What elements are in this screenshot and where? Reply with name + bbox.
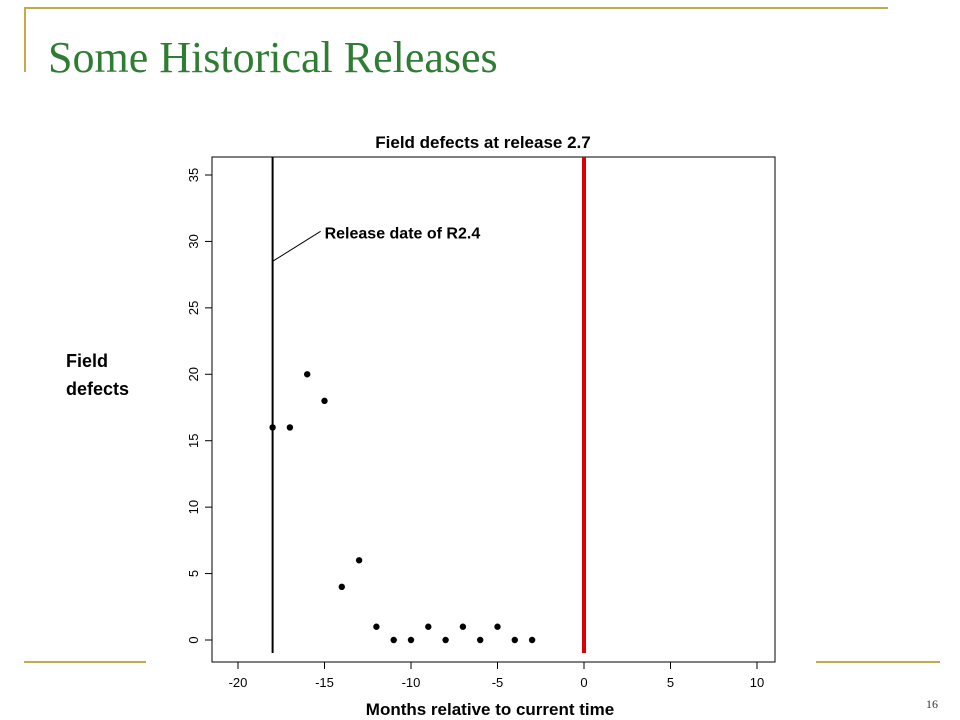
plot-frame xyxy=(211,156,776,663)
data-point xyxy=(373,623,380,630)
y-tick-label: 15 xyxy=(186,433,201,447)
left-rule xyxy=(24,7,26,72)
data-point xyxy=(304,371,311,378)
data-point xyxy=(269,424,276,431)
x-tick-label: -15 xyxy=(315,675,334,690)
data-point xyxy=(286,424,294,431)
y-tick-label: 5 xyxy=(186,570,201,577)
y-tick-label: 10 xyxy=(186,500,201,514)
data-point xyxy=(355,557,363,564)
chart-title: Field defects at release 2.7 xyxy=(375,133,590,152)
annotation-leader-line xyxy=(272,230,321,262)
data-point xyxy=(442,636,449,644)
data-point xyxy=(407,636,415,644)
data-point xyxy=(459,623,467,630)
x-tick-label: 10 xyxy=(750,675,764,690)
y-axis-label: Field defects xyxy=(66,351,130,399)
y-tick-label: 35 xyxy=(186,168,201,182)
y-tick-label: 25 xyxy=(186,301,201,315)
page-title: Some Historical Releases xyxy=(48,33,498,82)
y-tick-label: 20 xyxy=(186,367,201,381)
page-number: 16 xyxy=(926,697,938,711)
data-point xyxy=(494,623,501,630)
bottom-rule-left xyxy=(24,661,146,663)
data-point xyxy=(321,397,328,405)
x-tick-label: -20 xyxy=(229,675,248,690)
x-tick-label: 5 xyxy=(667,675,674,690)
annotation-label: Release date of R2.4 xyxy=(325,225,481,242)
data-point xyxy=(390,636,397,644)
top-rule xyxy=(24,7,888,9)
y-tick-label: 0 xyxy=(186,636,201,643)
data-point xyxy=(477,636,484,644)
data-point xyxy=(511,636,518,644)
bottom-rule-right xyxy=(816,661,940,663)
data-point xyxy=(528,636,536,644)
x-axis-label: Months relative to current time xyxy=(366,700,614,719)
x-tick-label: -10 xyxy=(402,675,421,690)
x-tick-label: 0 xyxy=(580,675,587,690)
data-point xyxy=(338,583,345,591)
x-tick-label: -5 xyxy=(492,675,504,690)
y-tick-label: 30 xyxy=(186,234,201,248)
data-point xyxy=(425,623,432,630)
